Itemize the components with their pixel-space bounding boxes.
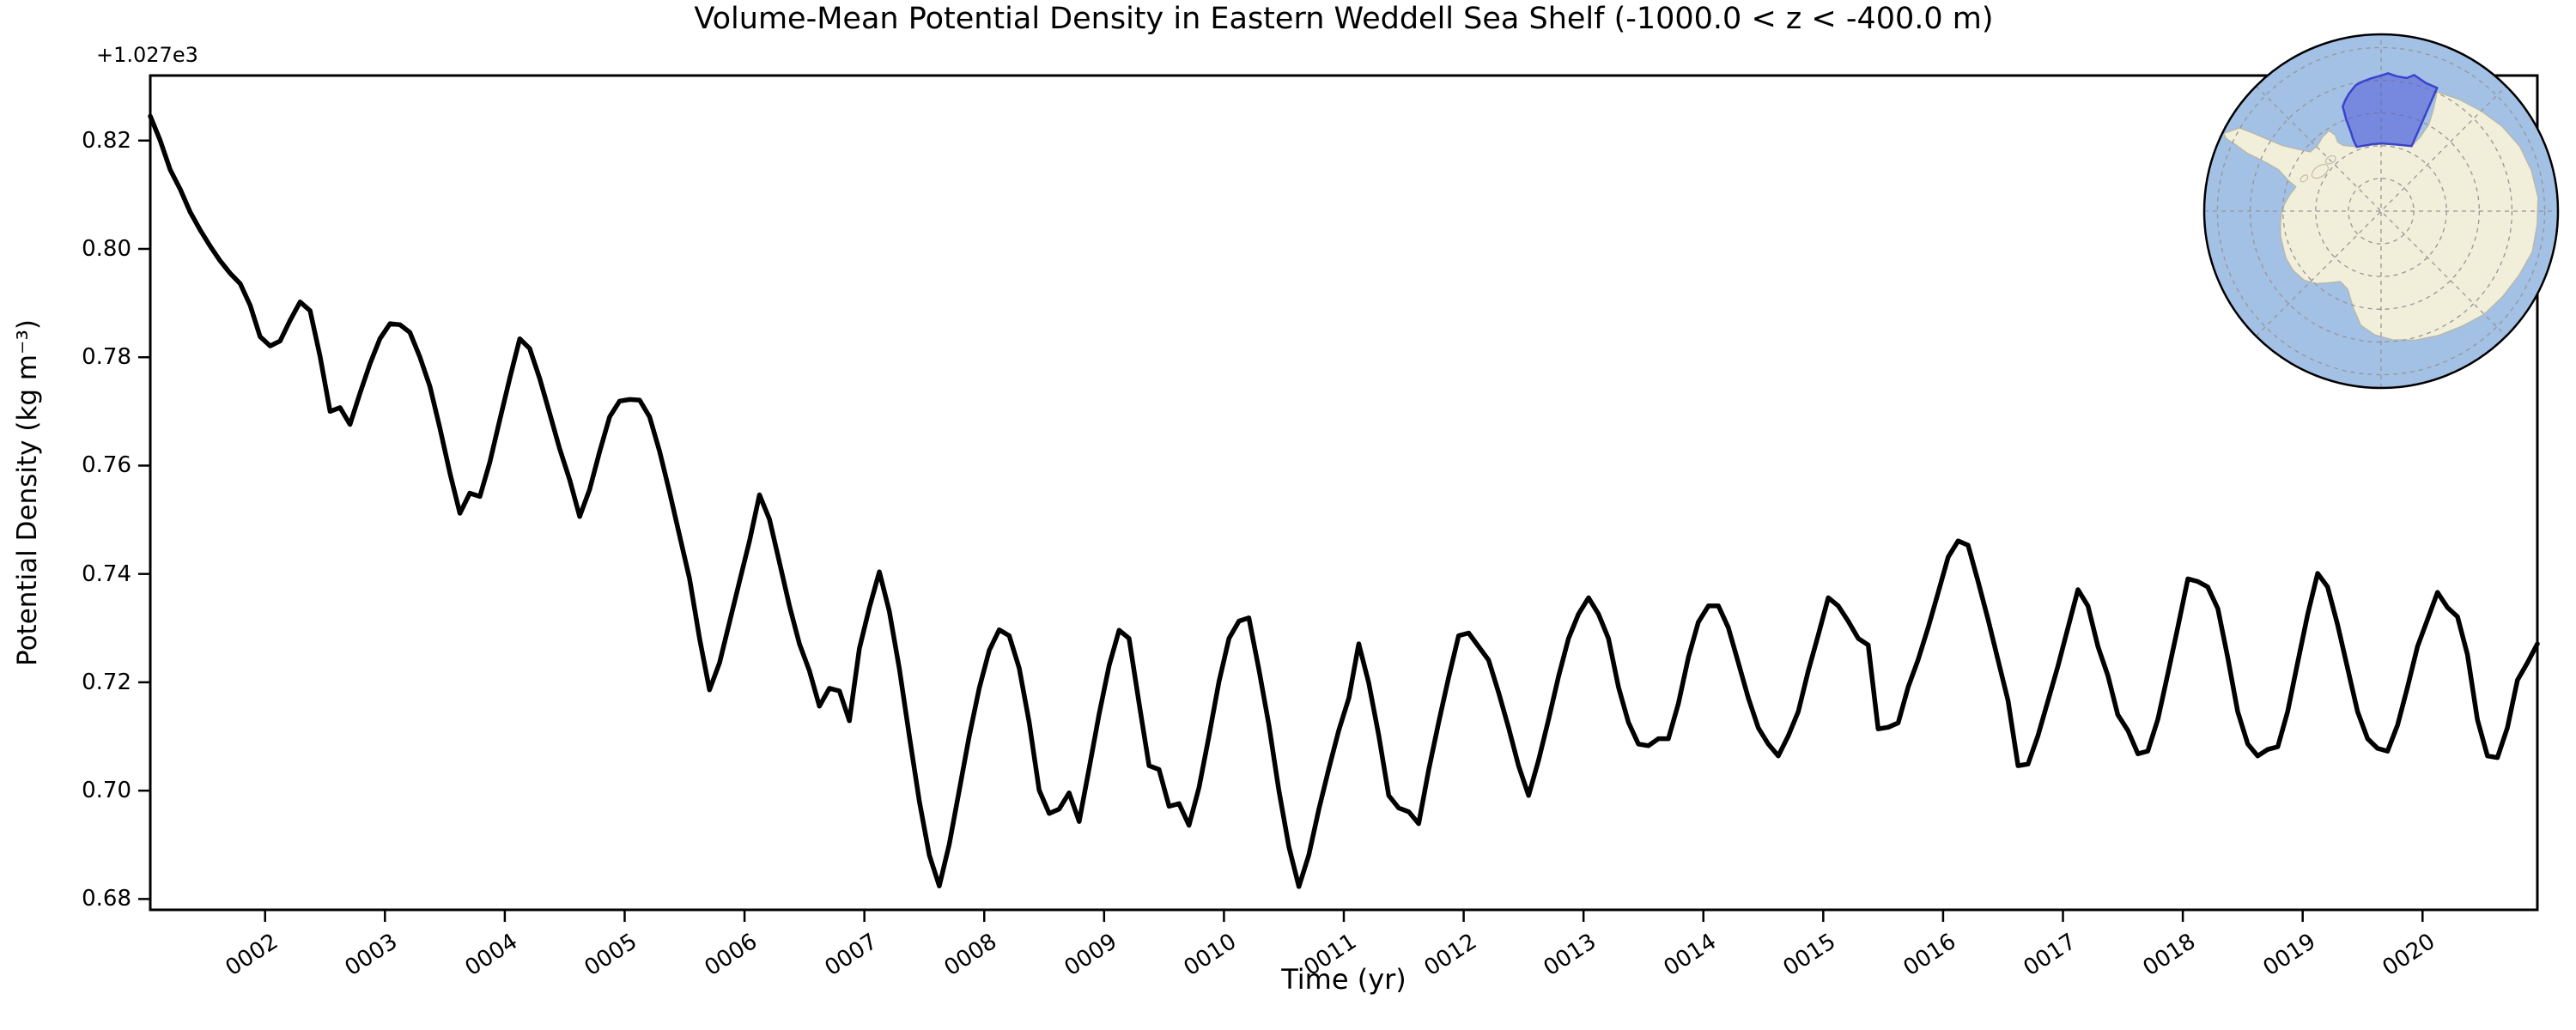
x-axis-label: Time (yr)	[1281, 963, 1406, 996]
y-tick-label: 0.78	[82, 344, 131, 371]
y-tick-label: 0.74	[82, 560, 131, 587]
y-tick-label: 0.76	[82, 452, 131, 479]
map-island	[2300, 174, 2309, 183]
page-title: Volume-Mean Potential Density in Eastern…	[694, 2, 1994, 36]
y-axis-offset-label: +1.027e3	[96, 43, 198, 67]
map-island	[2325, 155, 2336, 165]
y-tick-label: 0.80	[82, 235, 131, 262]
map-border	[2202, 33, 2560, 390]
y-tick-label: 0.68	[82, 886, 131, 912]
y-tick-label: 0.70	[82, 778, 131, 804]
y-tick-label: 0.82	[82, 127, 131, 154]
map-island	[2311, 164, 2329, 179]
y-tick-label: 0.72	[82, 669, 131, 695]
density-line	[148, 113, 2540, 889]
highlighted-region-eastern-weddell-sea-shelf	[2342, 72, 2439, 148]
